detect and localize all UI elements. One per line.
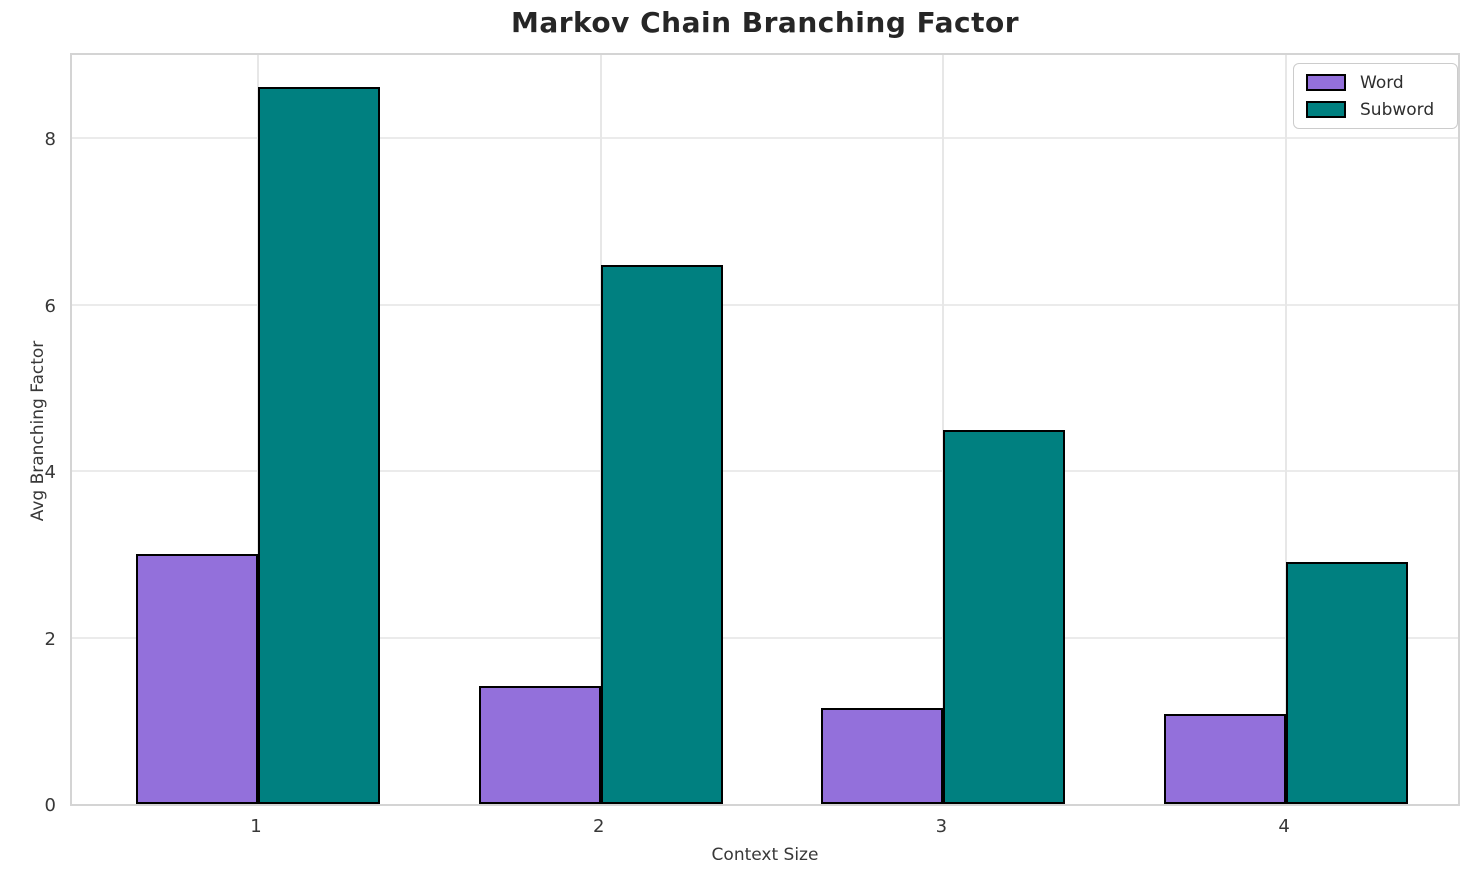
bar-subword-1 (258, 86, 380, 804)
gridline-horizontal (72, 470, 1458, 473)
legend-swatch-subword-icon (1306, 101, 1346, 118)
y-tick-label: 2 (44, 628, 56, 650)
bar-word-4 (1164, 714, 1287, 804)
y-tick-label: 0 (44, 795, 56, 816)
y-tick-label: 4 (44, 462, 56, 484)
bar-subword-4 (1286, 561, 1409, 804)
y-tick-label: 8 (44, 129, 56, 151)
legend-item-subword: Subword (1306, 100, 1445, 120)
bar-word-3 (821, 708, 944, 804)
bar-word-2 (478, 685, 601, 804)
y-tick-label: 6 (44, 295, 56, 317)
plot-area (70, 53, 1460, 806)
bar-subword-3 (943, 429, 1066, 804)
x-tick-label: 1 (250, 816, 262, 837)
x-tick-label: 2 (592, 816, 605, 837)
gridline-vertical (1285, 55, 1288, 804)
legend-label: Subword (1360, 99, 1435, 120)
y-axis-label: Avg Branching Factor (28, 340, 48, 522)
x-tick-label: 4 (1278, 816, 1290, 837)
bar-word-1 (136, 554, 258, 804)
legend-item-word: Word (1306, 73, 1445, 93)
legend-label: Word (1360, 72, 1404, 93)
legend-swatch-word-icon (1306, 74, 1346, 91)
bar-subword-2 (600, 264, 723, 804)
x-axis-label: Context Size (711, 845, 819, 865)
gridline-horizontal (72, 303, 1458, 306)
gridline-vertical (942, 55, 945, 804)
chart-title: Markov Chain Branching Factor (510, 6, 1020, 39)
gridline-horizontal (72, 137, 1458, 140)
legend: Word Subword (1293, 63, 1458, 129)
gridline-horizontal (72, 636, 1458, 639)
x-tick-label: 3 (935, 816, 948, 837)
